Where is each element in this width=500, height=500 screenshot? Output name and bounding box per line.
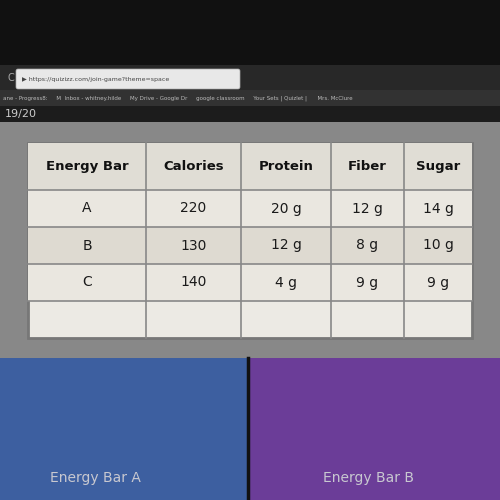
Bar [0,65,500,90]
Text: C: C [8,73,15,83]
Bar [28,143,472,190]
Text: 220: 220 [180,202,206,215]
Text: Energy Bar A: Energy Bar A [50,471,141,485]
Bar [28,227,472,264]
Text: ▶ https://quizizz.com/join-game?theme=space: ▶ https://quizizz.com/join-game?theme=sp… [22,76,169,82]
Text: C: C [82,276,92,289]
Text: Protein: Protein [258,160,314,173]
Text: Calories: Calories [163,160,224,173]
Text: ane - Progress8:     M  Inbox - whitney.hilde     My Drive - Google Dr     googl: ane - Progress8: M Inbox - whitney.hilde… [3,95,352,101]
Bar [0,122,500,358]
Text: 10 g: 10 g [422,238,454,252]
Bar [248,358,500,500]
Text: 140: 140 [180,276,206,289]
Text: Fiber: Fiber [348,160,387,173]
FancyBboxPatch shape [16,69,240,89]
Text: Energy Bar: Energy Bar [46,160,128,173]
FancyBboxPatch shape [28,143,472,338]
Text: 19/20: 19/20 [5,109,37,119]
Bar [28,264,472,301]
Text: 20 g: 20 g [270,202,302,215]
Text: 9 g: 9 g [356,276,378,289]
Text: 14 g: 14 g [422,202,454,215]
Text: A: A [82,202,92,215]
Text: 9 g: 9 g [427,276,449,289]
Bar [0,106,500,122]
Text: 12 g: 12 g [270,238,302,252]
Text: B: B [82,238,92,252]
Text: Energy Bar B: Energy Bar B [323,471,414,485]
Bar [0,0,500,65]
Text: 4 g: 4 g [275,276,297,289]
Text: 12 g: 12 g [352,202,383,215]
Bar [0,90,500,106]
Bar [28,190,472,227]
Text: 8 g: 8 g [356,238,378,252]
Text: 130: 130 [180,238,206,252]
Bar [0,358,248,500]
Text: Sugar: Sugar [416,160,460,173]
